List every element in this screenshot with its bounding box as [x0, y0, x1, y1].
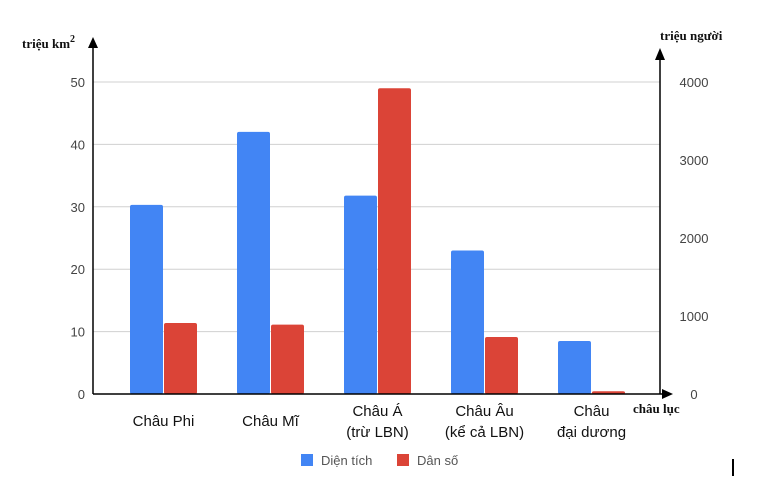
- x-axis-title: châu lục: [633, 401, 680, 416]
- bar-dan-so-3: [485, 337, 518, 394]
- bar-dien-tich-3: [451, 250, 484, 394]
- left-tick-label: 50: [71, 75, 85, 90]
- right-tick-label: 0: [690, 387, 697, 402]
- bar-dan-so-1: [271, 324, 304, 394]
- left-tick-labels: 0 10 20 30 40 50: [71, 75, 85, 402]
- category-label: (trừ LBN): [346, 424, 409, 441]
- category-label: Châu: [574, 403, 610, 420]
- right-tick-label: 1000: [680, 309, 709, 324]
- category-label: Châu Mĩ: [242, 413, 300, 430]
- left-tick-label: 10: [71, 325, 85, 340]
- right-axis-title: triệu người: [660, 28, 723, 43]
- category-label: Châu Á: [352, 403, 402, 420]
- category-labels: Châu Phi Châu Mĩ Châu Á (trừ LBN) Châu Âu (kể…: [133, 403, 626, 441]
- left-axis-title: triệu km2: [22, 34, 75, 51]
- x-axis-arrow: [662, 389, 673, 399]
- bar-dien-tich-2: [344, 195, 377, 394]
- left-tick-label: 20: [71, 262, 85, 277]
- right-tick-labels: 0 1000 2000 3000 4000: [680, 75, 709, 402]
- legend-swatch-dan-so: [397, 454, 409, 466]
- category-label: đại dương: [557, 424, 626, 441]
- bar-dien-tich-1: [237, 131, 270, 395]
- bar-dien-tich-0: [130, 204, 163, 394]
- bar-dien-tich-4: [558, 340, 591, 394]
- legend: Diện tích Dân số: [301, 453, 458, 468]
- right-tick-label: 3000: [680, 153, 709, 168]
- bar-dan-so-0: [164, 323, 197, 394]
- category-label: Châu Âu: [455, 403, 513, 420]
- category-label: (kể cả LBN): [445, 424, 524, 441]
- left-tick-label: 40: [71, 137, 85, 152]
- left-tick-label: 0: [78, 387, 85, 402]
- legend-swatch-dien-tich: [301, 454, 313, 466]
- bar-dan-so-2: [378, 88, 411, 395]
- bars: [130, 88, 625, 395]
- text-cursor: [732, 459, 734, 476]
- left-axis-arrow: [88, 37, 98, 48]
- legend-label-dien-tich: Diện tích: [321, 453, 372, 468]
- category-label: Châu Phi: [133, 413, 195, 430]
- left-tick-label: 30: [71, 200, 85, 215]
- legend-label-dan-so: Dân số: [417, 453, 458, 468]
- right-tick-label: 2000: [680, 231, 709, 246]
- right-axis-arrow: [655, 48, 665, 60]
- right-tick-label: 4000: [680, 75, 709, 90]
- axes: [88, 37, 673, 399]
